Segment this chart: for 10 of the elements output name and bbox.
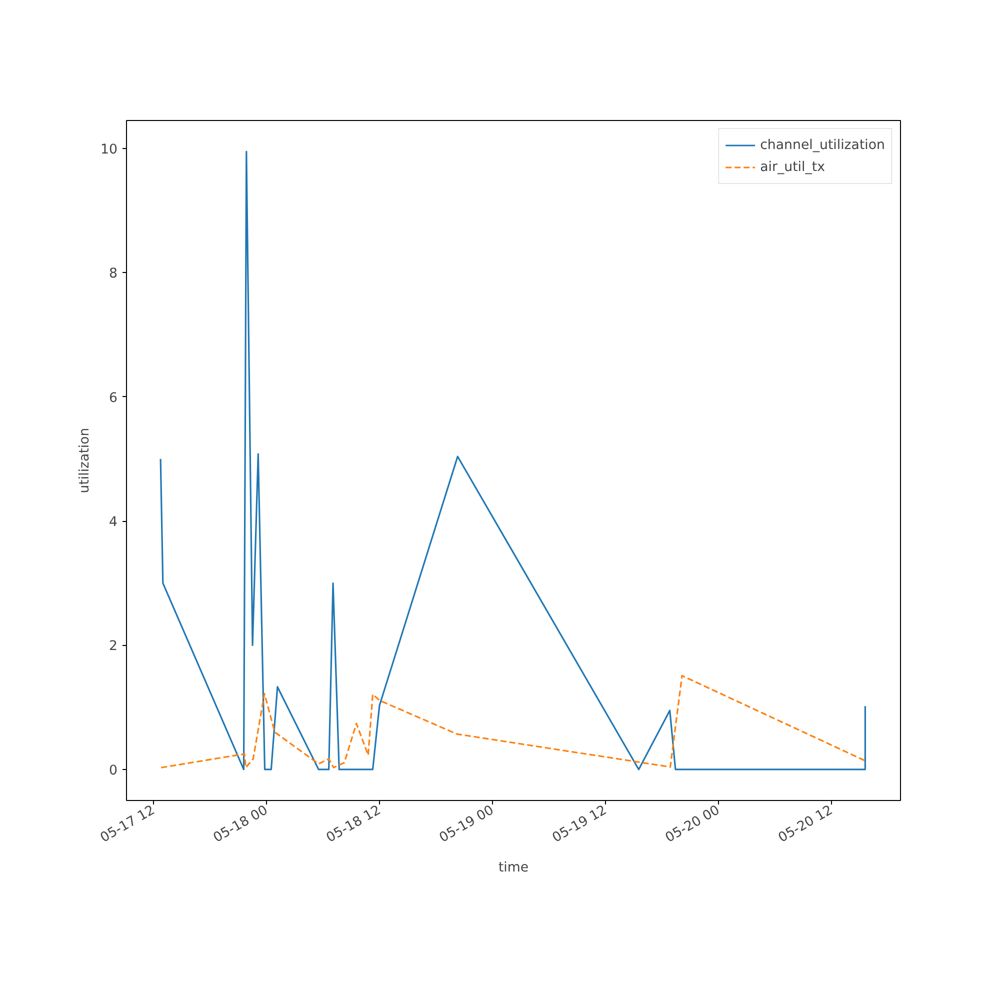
y-tick-label: 10 — [100, 142, 118, 158]
y-tick-label: 2 — [109, 639, 118, 654]
legend-label: air_util_tx — [760, 160, 825, 174]
y-tick-label: 6 — [109, 390, 118, 406]
y-axis-title: utilization — [78, 428, 93, 494]
x-axis-title: time — [498, 860, 529, 876]
y-tick-label: 4 — [109, 515, 118, 530]
y-tick-label: 8 — [109, 266, 118, 282]
legend-label: channel_utilization — [760, 138, 885, 152]
y-tick-label: 0 — [109, 763, 118, 778]
